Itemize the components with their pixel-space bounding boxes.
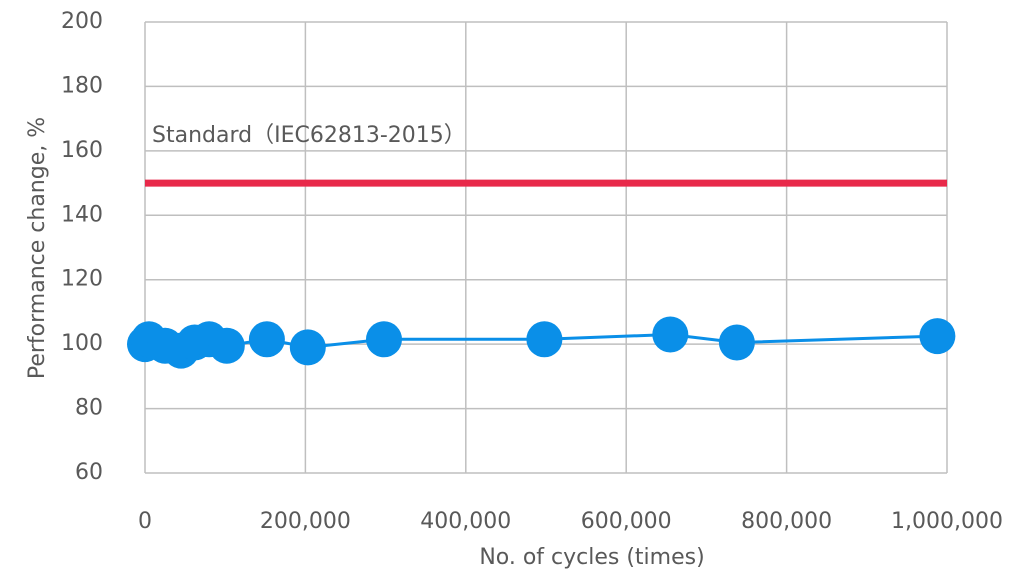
- y-tick-label: 160: [61, 138, 103, 163]
- y-tick-label: 60: [75, 460, 103, 485]
- x-tick-label: 400,000: [420, 509, 511, 534]
- y-tick-label: 200: [61, 9, 103, 34]
- y-axis-label: Performance change, %: [25, 117, 50, 379]
- x-tick-label: 0: [138, 509, 152, 534]
- marker: [718, 324, 755, 361]
- marker: [526, 321, 563, 358]
- marker: [248, 321, 285, 358]
- annotation: Standard（IEC62813-2015）: [152, 123, 466, 148]
- x-tick-label: 200,000: [260, 509, 351, 534]
- x-axis-label: No. of cycles (times): [479, 545, 704, 570]
- y-tick-label: 80: [75, 396, 103, 421]
- marker: [919, 318, 956, 355]
- marker: [208, 327, 245, 364]
- y-tick-label: 120: [61, 267, 103, 292]
- x-tick-label: 1,000,000: [891, 509, 1003, 534]
- x-tick-label: 600,000: [581, 509, 672, 534]
- x-tick-label: 800,000: [741, 509, 832, 534]
- marker: [652, 316, 689, 353]
- marker: [365, 321, 402, 358]
- y-tick-label: 100: [61, 331, 103, 356]
- y-tick-label: 180: [61, 73, 103, 98]
- y-tick-label: 140: [61, 202, 103, 227]
- marker: [289, 329, 326, 366]
